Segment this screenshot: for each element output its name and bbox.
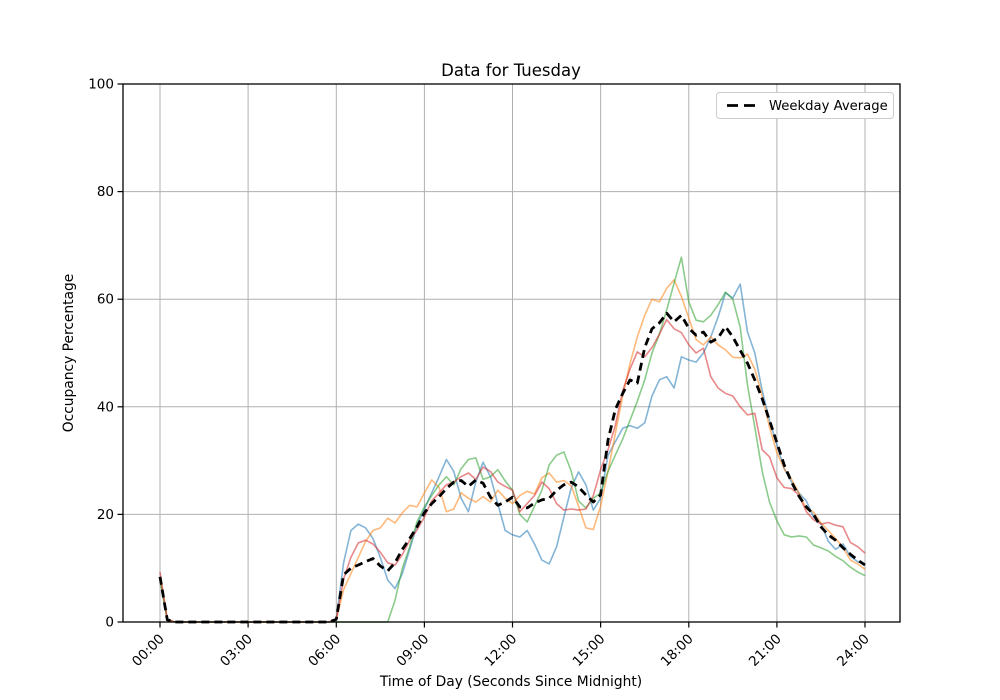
legend: Weekday Average [716,92,894,119]
y-tick-label: 80 [97,184,114,200]
series-weekday-average [158,311,866,624]
y-tick-label: 100 [88,77,114,93]
x-tick-label: 12:00 [482,631,521,670]
chart-title: Data for Tuesday [441,61,581,80]
y-tick-label: 60 [97,292,114,308]
y-axis-label: Occupancy Percentage [61,274,77,432]
x-tick-label: 21:00 [746,631,785,670]
y-tick-label: 0 [105,615,114,631]
x-tick-label: 06:00 [305,631,344,670]
x-tick-label: 24:00 [834,631,873,670]
plot-border [122,83,901,623]
legend-label: Weekday Average [769,99,888,114]
x-tick-label: 00:00 [129,631,168,670]
x-tick-label: 09:00 [393,631,432,670]
grid-layer [123,83,900,623]
x-axis-label: Time of Day (Seconds Since Midnight) [379,674,642,690]
y-tick-label: 40 [97,399,114,415]
x-tick-label: 03:00 [217,631,256,670]
legend-box [716,92,894,119]
y-tick-label: 20 [97,507,114,523]
x-tick-label: 15:00 [570,631,609,670]
x-tick-label: 18:00 [658,631,697,670]
